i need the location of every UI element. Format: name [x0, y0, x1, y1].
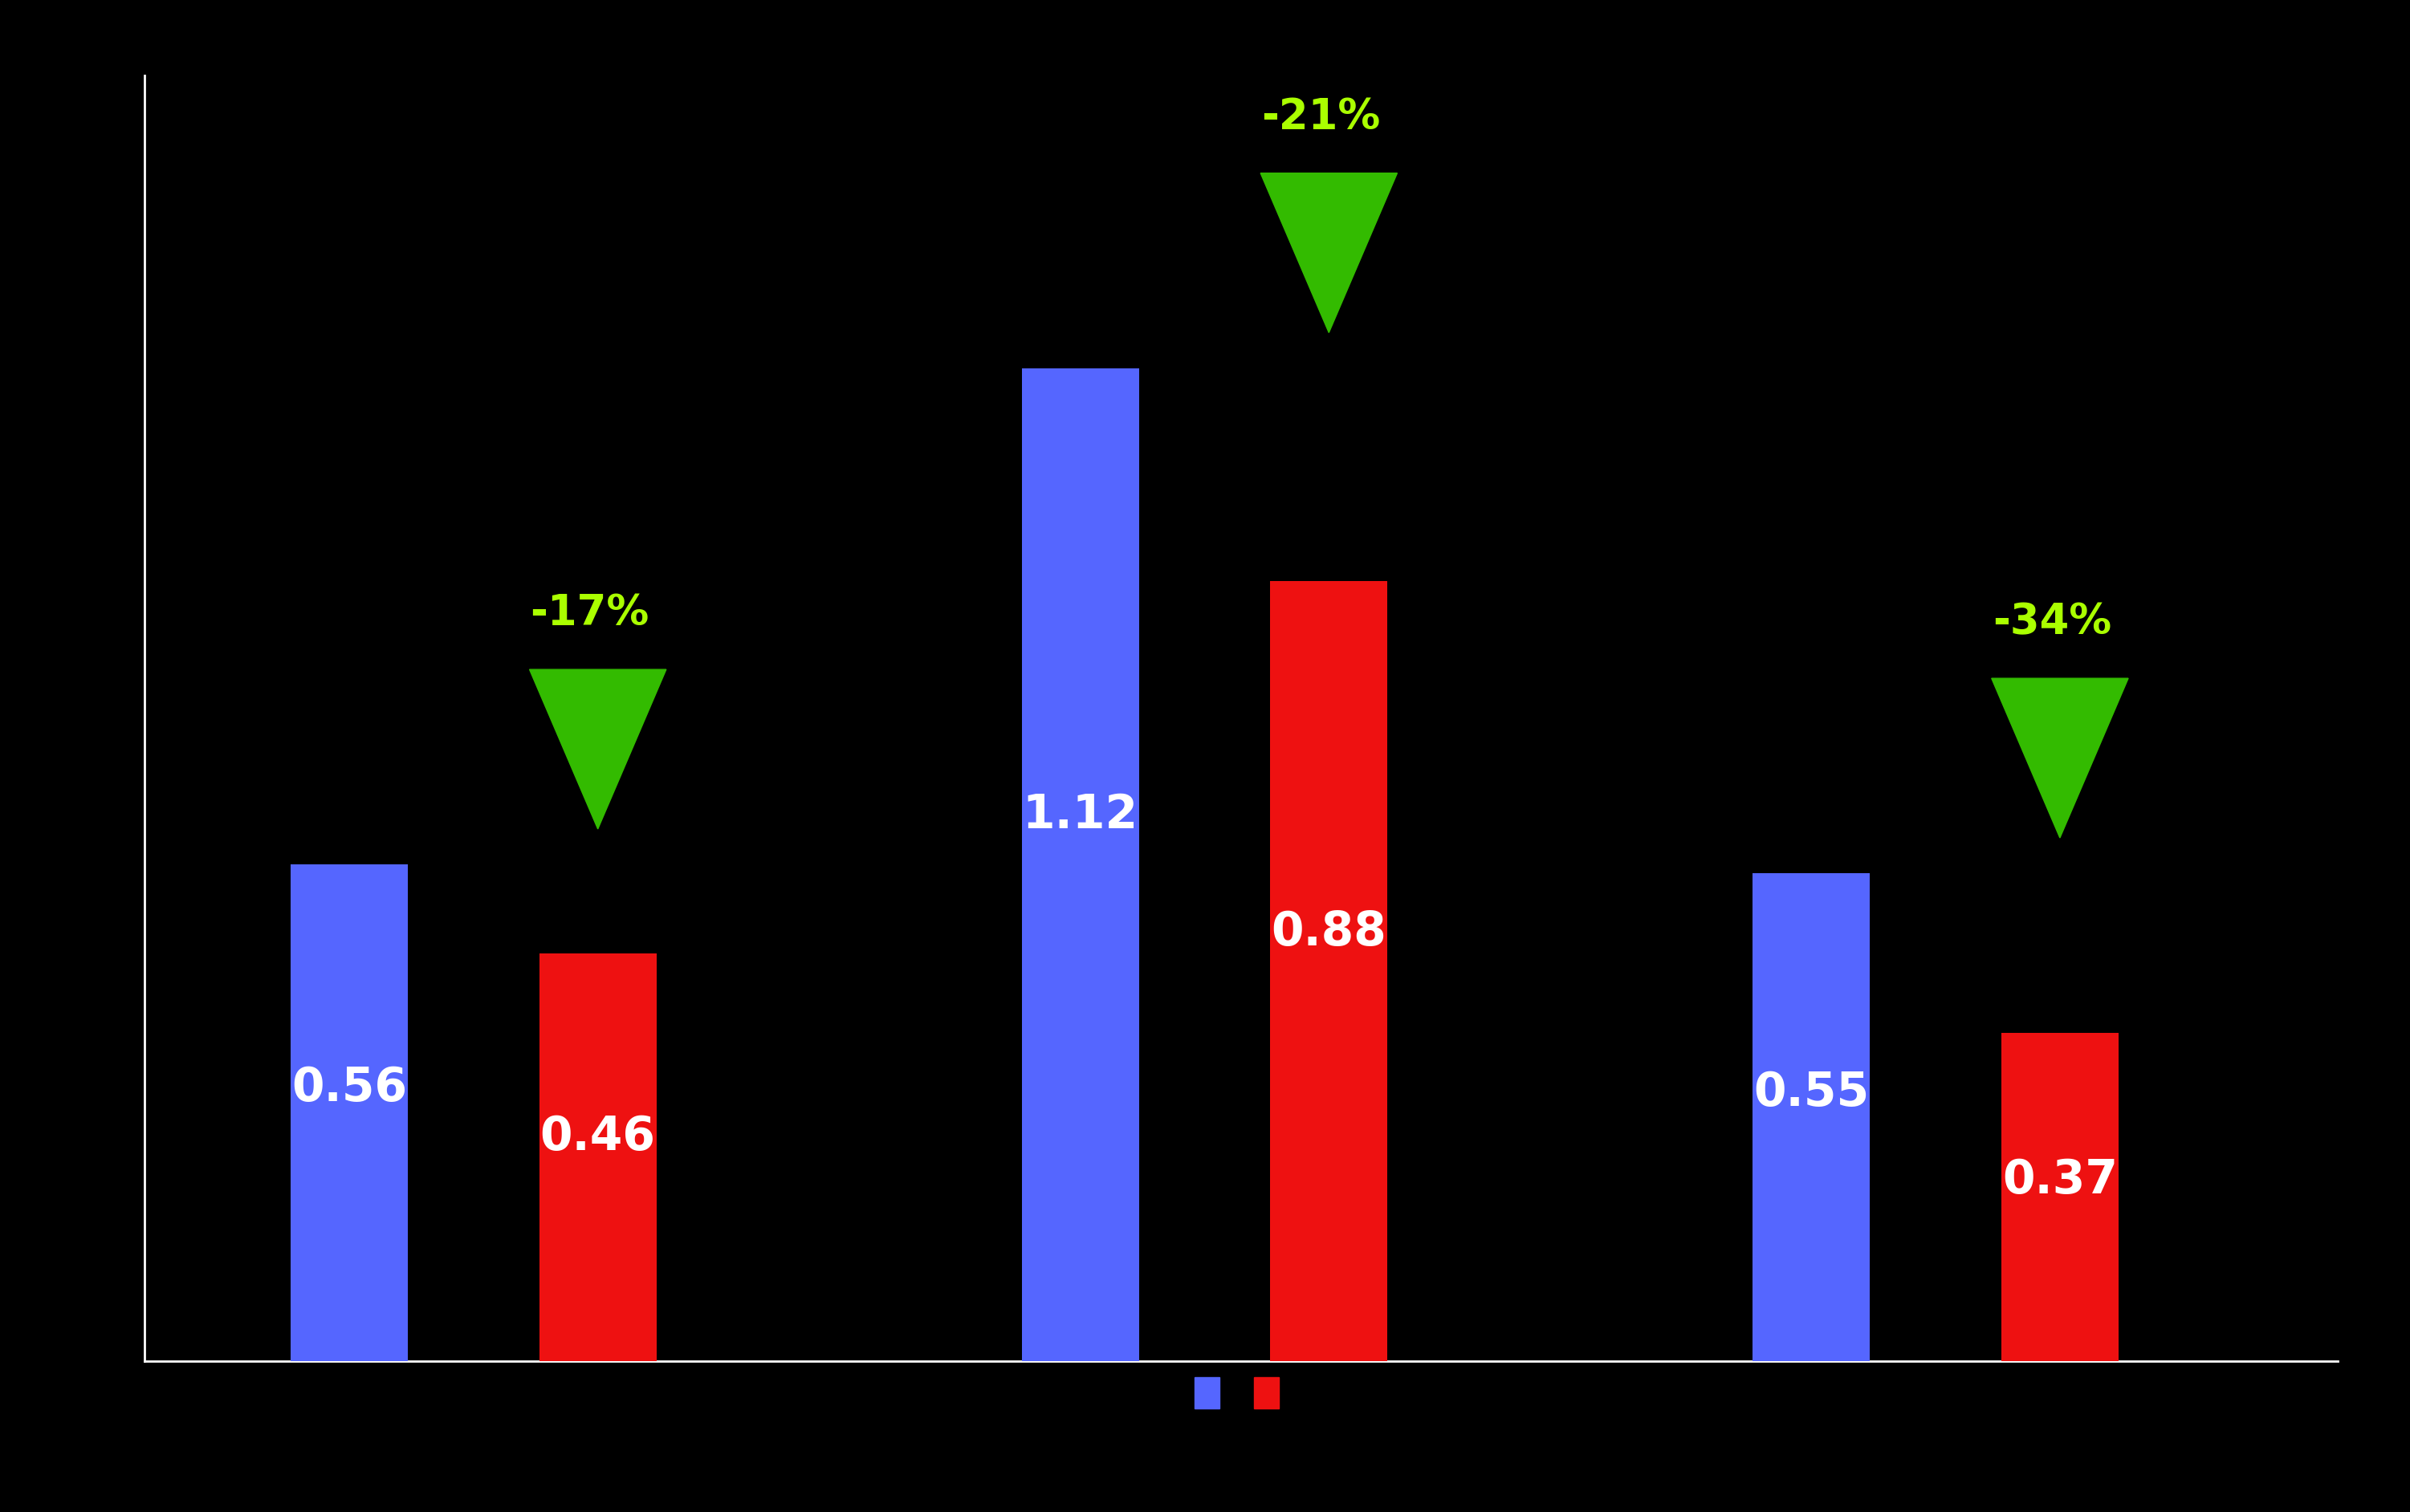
Text: 0.56: 0.56: [292, 1064, 407, 1111]
Text: 0.37: 0.37: [2003, 1158, 2118, 1204]
Polygon shape: [1260, 172, 1398, 333]
Text: 0.55: 0.55: [1754, 1070, 1870, 1116]
Legend: , : ,: [1181, 1364, 1301, 1423]
Polygon shape: [1991, 679, 2128, 838]
Text: 0.88: 0.88: [1270, 909, 1386, 954]
Text: 0.46: 0.46: [540, 1114, 656, 1160]
Text: -34%: -34%: [1993, 602, 2111, 643]
Text: 1.12: 1.12: [1022, 792, 1138, 838]
Text: -17%: -17%: [530, 593, 648, 634]
Bar: [2000, 1033, 2118, 1361]
Bar: [292, 865, 407, 1361]
Bar: [540, 953, 656, 1361]
Bar: [1752, 874, 1870, 1361]
Bar: [1270, 581, 1388, 1361]
Text: -21%: -21%: [1260, 95, 1381, 138]
Polygon shape: [530, 670, 665, 829]
Bar: [1022, 367, 1140, 1361]
